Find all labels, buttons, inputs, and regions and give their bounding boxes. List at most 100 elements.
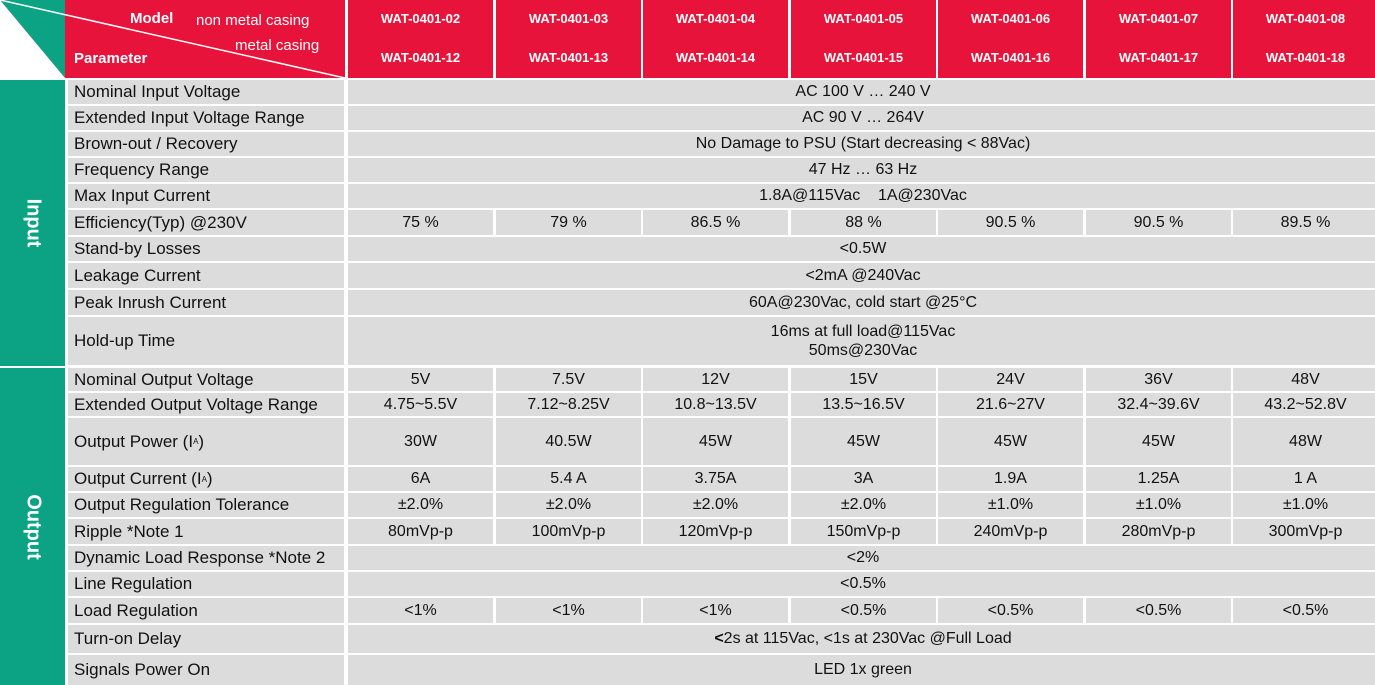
value-cell: <1%	[496, 598, 641, 623]
value-cell: 300mVp-p	[1233, 519, 1375, 544]
value-text-wrap: <2mA @240Vac	[805, 267, 920, 285]
value-text: 47 Hz … 63 Hz	[808, 161, 918, 178]
model-column-header: WAT-0401-08 WAT-0401-18	[1233, 0, 1375, 78]
model-non-metal: WAT-0401-02	[380, 11, 461, 26]
value-cell: ±1.0%	[1086, 493, 1231, 517]
header-corner-graphic	[0, 0, 345, 78]
value-cell: <0.5%	[938, 598, 1083, 623]
parameter-text: Peak Inrush Current	[74, 292, 227, 312]
parameter-label: Hold-up Time	[68, 317, 344, 365]
section-output: Output	[0, 368, 65, 685]
value-text-wrap: No Damage to PSU (Start decreasing < 88V…	[696, 135, 1031, 153]
parameter-label: Efficiency(Typ) @230V	[68, 210, 344, 235]
parameter-label: Nominal Input Voltage	[68, 80, 344, 104]
value-text: AC 100 V … 240 V	[795, 83, 931, 100]
parameter-label: Output Regulation Tolerance	[68, 493, 344, 517]
parameter-subscript: A	[193, 437, 199, 446]
value-cell: 90.5 %	[1086, 210, 1231, 235]
parameter-label: Load Regulation	[68, 598, 344, 623]
value-text-wrap: <2s at 115Vac, <1s at 230Vac @Full Load	[714, 630, 1011, 648]
model-non-metal: WAT-0401-05	[823, 11, 904, 26]
value-cell: 45W	[643, 418, 788, 465]
parameter-label: Output Current (I A)	[68, 467, 344, 491]
model-metal: WAT-0401-15	[823, 50, 904, 65]
parameter-label: Max Input Current	[68, 184, 344, 208]
model-non-metal: WAT-0401-07	[1118, 11, 1199, 26]
value-cell: 45W	[1086, 418, 1231, 465]
parameter-text: Brown-out / Recovery	[74, 134, 238, 153]
model-metal: WAT-0401-17	[1118, 50, 1199, 65]
spanning-value-cell: 60A@230Vac, cold start @25°C	[348, 290, 1375, 315]
spanning-value-cell: 1.8A@115Vac 1A@230Vac	[348, 184, 1375, 208]
value-cell: 24V	[938, 368, 1083, 391]
value-cell: 120mVp-p	[643, 519, 788, 544]
spanning-value-cell: AC 100 V … 240 V	[348, 80, 1375, 104]
parameter-label: Peak Inrush Current	[68, 290, 344, 315]
value-text: <0.5W	[839, 240, 887, 257]
parameter-text: Turn-on Delay	[74, 629, 182, 648]
value-cell: 21.6~27V	[938, 393, 1083, 416]
value-cell: 30W	[348, 418, 493, 465]
value-text: 60A@230Vac, cold start @25°C	[748, 293, 978, 311]
model-column-header: WAT-0401-03 WAT-0401-13	[496, 0, 641, 78]
parameter-text: Output Power (I	[74, 431, 194, 451]
value-cell: 75 %	[348, 210, 493, 235]
non-metal-casing-label: non metal casing	[196, 12, 310, 29]
value-cell: 13.5~16.5V	[791, 393, 936, 416]
value-cell: 3A	[791, 467, 936, 491]
value-cell: 88 %	[791, 210, 936, 235]
parameter-text: Output Regulation Tolerance	[74, 495, 290, 514]
value-text: <2%	[846, 549, 880, 566]
section-input: Input	[0, 80, 65, 366]
parameter-subscript: A	[201, 474, 207, 484]
value-text: <0.5%	[840, 575, 886, 592]
value-text: LED 1x green	[814, 661, 912, 678]
parameter-label: Extended Output Voltage Range	[68, 393, 344, 416]
value-text-wrap: AC 100 V … 240 V	[795, 83, 930, 101]
value-cell: 15V	[791, 368, 936, 391]
parameter-label: Extended Input Voltage Range	[68, 106, 344, 130]
parameter-label: Parameter	[74, 50, 148, 67]
value-cell: 3.75A	[643, 467, 788, 491]
parameter-label: Nominal Output Voltage	[68, 368, 344, 391]
parameter-label: Output Power (I A)	[68, 418, 344, 465]
value-cell: ±2.0%	[348, 493, 493, 517]
value-cell: <0.5%	[1086, 598, 1231, 623]
parameter-text-tail: )	[198, 431, 205, 451]
parameter-text: Ripple *Note 1	[74, 521, 184, 541]
parameter-label: Line Regulation	[68, 572, 344, 596]
parameter-text: Dynamic Load Response *Note 2	[74, 548, 326, 567]
parameter-text: Signals Power On	[74, 660, 211, 679]
model-column-header: WAT-0401-04 WAT-0401-14	[643, 0, 788, 78]
parameter-text: Load Regulation	[74, 600, 198, 620]
parameter-text: Leakage Current	[74, 265, 201, 285]
value-cell: 12V	[643, 368, 788, 391]
value-text-wrap: AC 90 V … 264V	[802, 109, 924, 127]
value-text: <2mA @240Vac	[805, 266, 921, 284]
value-cell: 86.5 %	[643, 210, 788, 235]
value-cell: <1%	[348, 598, 493, 623]
value-cell: 48W	[1233, 418, 1375, 465]
value-cell: 45W	[791, 418, 936, 465]
parameter-text: Nominal Output Voltage	[74, 369, 254, 389]
value-cell: ±2.0%	[791, 493, 936, 517]
model-non-metal: WAT-0401-06	[970, 11, 1051, 26]
value-cell: 40.5W	[496, 418, 641, 465]
parameter-text: Output Current (I	[74, 469, 202, 488]
section-output-label: Output	[22, 493, 44, 560]
value-text: AC 90 V … 264V	[802, 109, 924, 126]
parameter-text: Efficiency(Typ) @230V	[74, 212, 247, 232]
parameter-text: Hold-up Time	[74, 331, 176, 350]
model-column-header: WAT-0401-06 WAT-0401-16	[938, 0, 1083, 78]
spanning-value-cell: AC 90 V … 264V	[348, 106, 1375, 130]
value-cell: 1 A	[1233, 467, 1375, 491]
value-cell: 5V	[348, 368, 493, 391]
parameter-text: Line Regulation	[74, 574, 193, 593]
parameter-label: Dynamic Load Response *Note 2	[68, 546, 344, 570]
parameter-label: Frequency Range	[68, 158, 344, 182]
spanning-value-cell: 47 Hz … 63 Hz	[348, 158, 1375, 182]
value-cell: 43.2~52.8V	[1233, 393, 1375, 416]
value-text-wrap: 1.8A@115Vac 1A@230Vac	[759, 187, 967, 205]
section-input-label: Input	[22, 198, 44, 248]
